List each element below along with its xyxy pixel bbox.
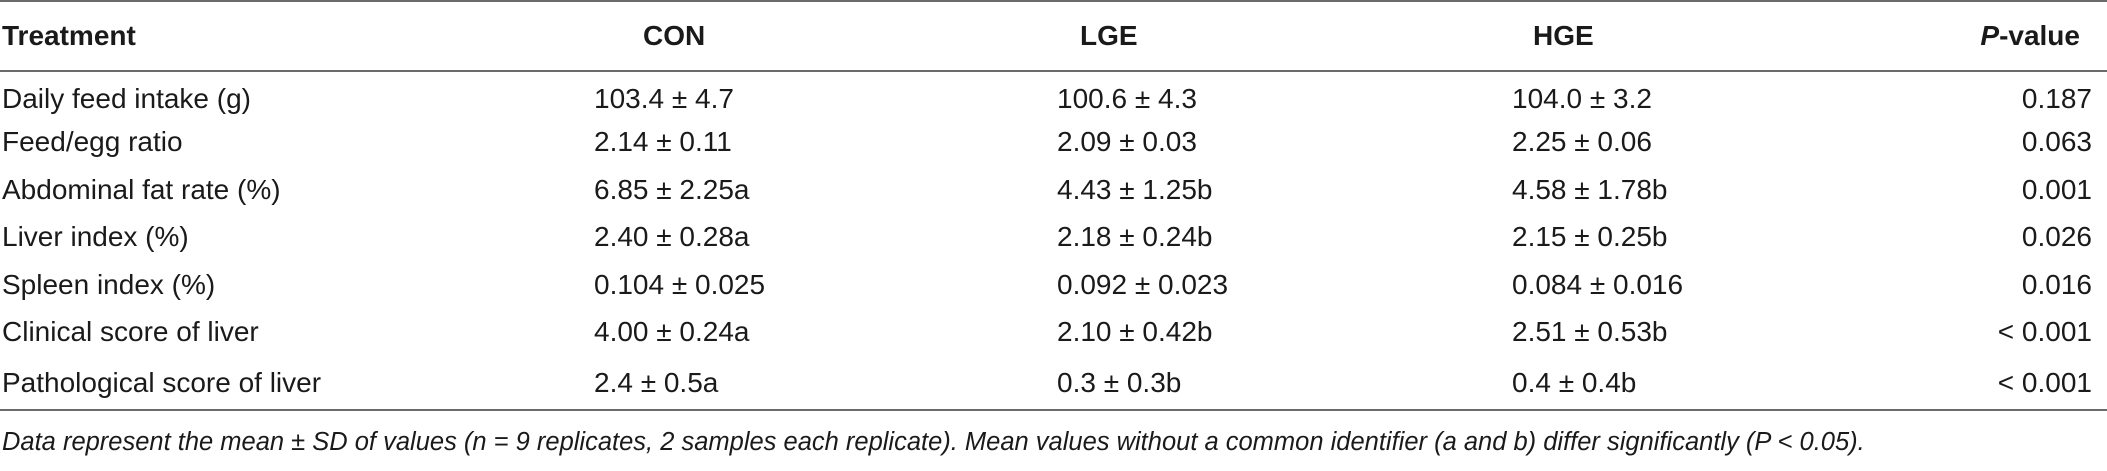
header-treatment: Treatment (2, 20, 136, 51)
cell-hge: 2.15 ± 0.25b (1512, 221, 1668, 253)
row-label: Abdominal fat rate (%) (2, 173, 281, 205)
cell-lge: 100.6 ± 4.3 (1057, 83, 1197, 115)
table-row: Clinical score of liver 4.00 ± 0.24a 2.1… (0, 309, 2107, 357)
cell-lge: 2.18 ± 0.24b (1057, 221, 1213, 253)
cell-lge: 0.092 ± 0.023 (1057, 268, 1229, 300)
table-row: Feed/egg ratio 2.14 ± 0.11 2.09 ± 0.03 2… (0, 119, 2107, 167)
table-row: Daily feed intake (g) 103.4 ± 4.7 100.6 … (0, 71, 2107, 119)
cell-lge: 4.43 ± 1.25b (1057, 173, 1213, 205)
header-lge: LGE (1080, 20, 1138, 51)
cell-p-value: 0.187 (2021, 83, 2092, 115)
row-label: Pathological score of liver (2, 366, 322, 398)
header-hge: HGE (1533, 20, 1594, 51)
table-footnote: Data represent the mean ± SD of values (… (2, 428, 1865, 456)
cell-p-value: 0.001 (2021, 173, 2092, 205)
cell-con: 4.00 ± 0.24a (594, 316, 750, 348)
cell-con: 6.85 ± 2.25a (594, 173, 750, 205)
cell-con: 2.4 ± 0.5a (594, 366, 719, 398)
header-p-italic: P (1980, 20, 2000, 51)
cell-hge: 4.58 ± 1.78b (1512, 173, 1668, 205)
cell-p-value: 0.026 (2021, 221, 2092, 253)
cell-hge: 2.51 ± 0.53b (1512, 316, 1668, 348)
cell-lge: 2.10 ± 0.42b (1057, 316, 1213, 348)
cell-p-value: < 0.001 (1997, 366, 2092, 398)
header-p-value: P-value (1750, 1, 2107, 71)
table-row: Liver index (%) 2.40 ± 0.28a 2.18 ± 0.24… (0, 214, 2107, 262)
cell-con: 103.4 ± 4.7 (594, 83, 734, 115)
cell-p-value: < 0.001 (1997, 316, 2092, 348)
table-header-row: Treatment CON LGE HGE P-value (0, 1, 2107, 71)
header-p-suffix: -value (1999, 20, 2080, 51)
cell-p-value: 0.016 (2021, 268, 2092, 300)
table-row: Spleen index (%) 0.104 ± 0.025 0.092 ± 0… (0, 261, 2107, 309)
cell-lge: 0.3 ± 0.3b (1057, 366, 1182, 398)
cell-con: 2.14 ± 0.11 (594, 126, 732, 158)
row-label: Feed/egg ratio (2, 126, 183, 158)
row-label: Liver index (%) (2, 221, 189, 253)
cell-hge: 104.0 ± 3.2 (1512, 83, 1652, 115)
cell-hge: 0.084 ± 0.016 (1512, 268, 1684, 300)
row-label: Spleen index (%) (2, 268, 216, 300)
cell-con: 2.40 ± 0.28a (594, 221, 750, 253)
cell-hge: 2.25 ± 0.06 (1512, 126, 1652, 158)
header-con: CON (643, 20, 706, 51)
cell-con: 0.104 ± 0.025 (594, 268, 766, 300)
cell-lge: 2.09 ± 0.03 (1057, 126, 1197, 158)
table-row: Abdominal fat rate (%) 6.85 ± 2.25a 4.43… (0, 166, 2107, 214)
table-row: Pathological score of liver 2.4 ± 0.5a 0… (0, 356, 2107, 410)
cell-hge: 0.4 ± 0.4b (1512, 366, 1637, 398)
cell-p-value: 0.063 (2021, 126, 2092, 158)
row-label: Clinical score of liver (2, 316, 259, 348)
treatment-results-table: Treatment CON LGE HGE P-value Daily feed… (0, 1, 2107, 410)
row-label: Daily feed intake (g) (2, 83, 252, 115)
data-table-container: Treatment CON LGE HGE P-value Daily feed… (0, 1, 2107, 410)
